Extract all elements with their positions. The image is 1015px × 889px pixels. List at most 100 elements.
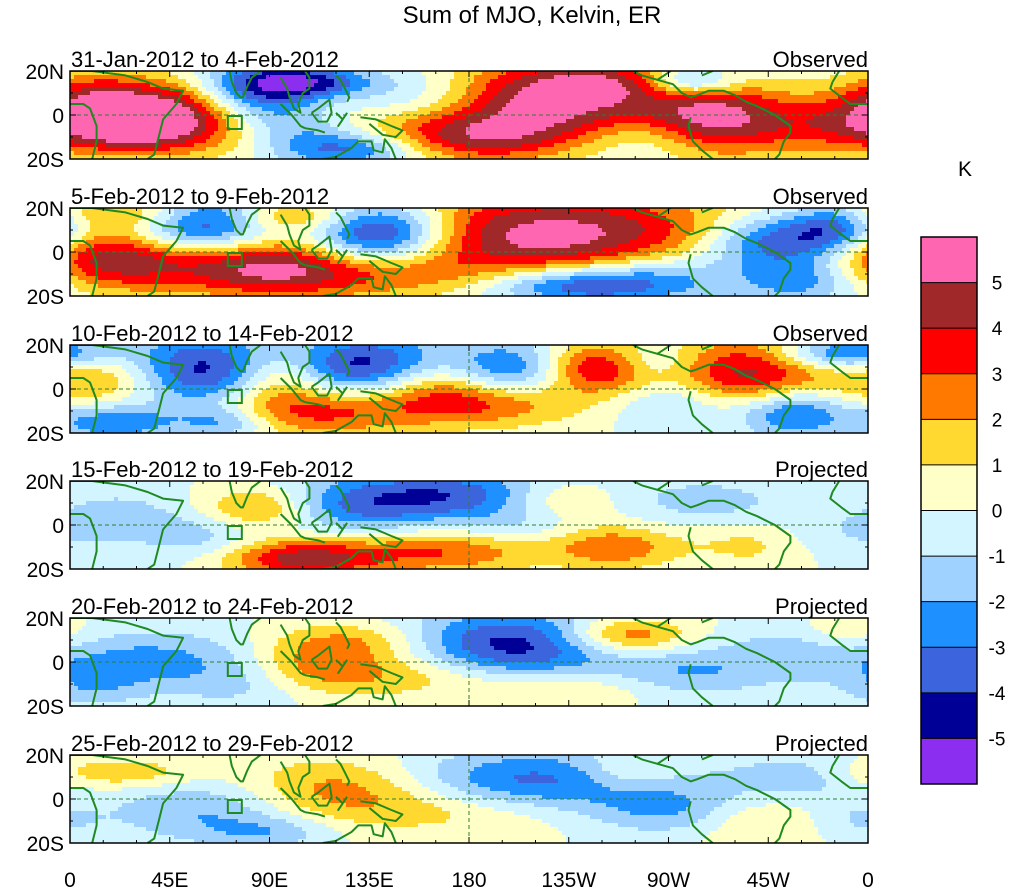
heatmap-cell — [842, 240, 855, 245]
heatmap-cell — [602, 642, 623, 647]
heatmap-cell — [546, 497, 611, 502]
heatmap-cell — [234, 429, 255, 433]
heatmap-cell — [350, 220, 407, 225]
heatmap-cell — [610, 787, 823, 792]
heatmap-cell — [582, 268, 631, 273]
heatmap-cell — [78, 256, 95, 261]
heatmap-cell — [226, 135, 243, 140]
heatmap-cell — [686, 385, 711, 390]
heatmap-cell — [254, 401, 267, 406]
heatmap-cell — [502, 280, 523, 285]
heatmap-cell — [470, 135, 523, 140]
heatmap-cell — [70, 147, 99, 152]
heatmap-cell — [562, 417, 619, 422]
heatmap-cell — [274, 654, 295, 659]
heatmap-cell — [70, 83, 151, 88]
heatmap-cell — [518, 413, 575, 418]
heatmap-cell — [174, 99, 187, 104]
heatmap-cell — [94, 256, 155, 261]
heatmap-cell — [670, 827, 719, 832]
heatmap-cell — [406, 155, 427, 159]
heatmap-cell — [406, 634, 423, 639]
heatmap-cell — [710, 541, 763, 546]
heatmap-cell — [518, 425, 615, 430]
heatmap-cell — [70, 783, 163, 788]
heatmap-cell — [410, 373, 435, 378]
heatmap-cell — [742, 489, 868, 494]
heatmap-cell — [218, 87, 227, 92]
heatmap-cell — [322, 678, 375, 683]
heatmap-cell — [654, 545, 767, 550]
heatmap-cell — [170, 421, 191, 426]
heatmap-cell — [818, 561, 868, 566]
heatmap-cell — [278, 429, 467, 433]
heatmap-cell — [310, 232, 327, 237]
heatmap-cell — [234, 361, 251, 366]
heatmap-cell — [98, 819, 123, 824]
heatmap-cell — [710, 831, 819, 836]
heatmap-cell — [566, 533, 607, 538]
heatmap-cell — [554, 642, 571, 647]
heatmap-cell — [418, 284, 467, 289]
heatmap-cell — [438, 240, 451, 245]
heatmap-cell — [794, 533, 847, 538]
heatmap-cell — [90, 224, 135, 229]
colorbar-swatch — [921, 237, 977, 284]
heatmap-cell — [418, 220, 431, 225]
heatmap-cell — [434, 803, 479, 808]
heatmap-cell — [270, 549, 299, 554]
coastline — [687, 253, 714, 296]
colorbar-unit-label: K — [958, 158, 972, 181]
heatmap-cell — [426, 79, 451, 84]
heatmap-cell — [442, 807, 495, 812]
heatmap-cell — [594, 638, 611, 643]
heatmap-cell — [642, 357, 679, 362]
heatmap-cell — [590, 775, 619, 780]
heatmap-cell — [450, 622, 555, 627]
heatmap-cell — [730, 236, 747, 241]
heatmap-cell — [586, 131, 619, 136]
heatmap-cell — [598, 525, 627, 530]
heatmap-cell — [758, 244, 823, 249]
heatmap-cell — [454, 155, 539, 159]
heatmap-cell — [482, 228, 511, 233]
heatmap-cell — [414, 377, 471, 382]
heatmap-cell — [158, 413, 235, 418]
heatmap-cell — [482, 365, 527, 370]
colorbar-level-label: 0 — [992, 502, 1003, 523]
heatmap-cell — [490, 787, 611, 792]
heatmap-cell — [178, 377, 223, 382]
heatmap-cell — [354, 819, 447, 824]
heatmap-cell — [466, 143, 523, 148]
heatmap-cell — [134, 385, 151, 390]
heatmap-cell — [278, 553, 351, 558]
coastline — [279, 103, 306, 130]
heatmap-cell — [442, 638, 463, 643]
heatmap-cell — [594, 755, 859, 760]
heatmap-cell — [430, 111, 455, 116]
heatmap-cell — [622, 409, 751, 414]
heatmap-cell — [74, 139, 107, 144]
heatmap-cell — [398, 658, 423, 663]
heatmap-cell — [778, 127, 823, 132]
heatmap-cell — [854, 288, 868, 293]
heatmap-cell — [826, 409, 868, 414]
heatmap-cell — [558, 827, 639, 832]
heatmap-cell — [70, 529, 211, 534]
heatmap-cell — [638, 71, 651, 76]
heatmap-cell — [706, 232, 723, 237]
heatmap-cell — [370, 79, 395, 84]
heatmap-cell — [482, 678, 639, 683]
heatmap-cell — [290, 276, 335, 281]
heatmap-cell — [662, 135, 687, 140]
heatmap-cell — [834, 417, 868, 422]
heatmap-cell — [258, 823, 295, 828]
heatmap-cell — [690, 369, 711, 374]
heatmap-cell — [90, 228, 135, 233]
heatmap-cell — [382, 670, 419, 675]
heatmap-cell — [342, 216, 359, 221]
heatmap-cell — [170, 248, 239, 253]
heatmap-cell — [526, 505, 551, 510]
heatmap-cell — [222, 75, 235, 80]
heatmap-cell — [254, 155, 279, 159]
